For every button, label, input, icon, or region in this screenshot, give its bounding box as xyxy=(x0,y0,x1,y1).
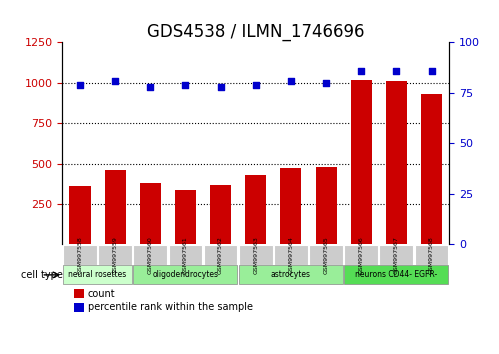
FancyBboxPatch shape xyxy=(98,245,132,264)
Point xyxy=(287,78,295,84)
Bar xyxy=(69,186,90,244)
Bar xyxy=(210,185,231,244)
Bar xyxy=(140,183,161,244)
Text: GSM997568: GSM997568 xyxy=(429,236,434,274)
Point xyxy=(251,82,259,88)
Text: GSM997566: GSM997566 xyxy=(359,236,364,274)
Bar xyxy=(386,81,407,244)
FancyBboxPatch shape xyxy=(344,266,449,284)
Text: GSM997560: GSM997560 xyxy=(148,236,153,274)
Point xyxy=(76,82,84,88)
Text: GSM997563: GSM997563 xyxy=(253,236,258,274)
Point xyxy=(357,68,365,74)
Text: oligodendrocytes: oligodendrocytes xyxy=(152,270,219,279)
Text: count: count xyxy=(87,289,115,299)
Bar xyxy=(280,169,301,244)
Text: GSM997562: GSM997562 xyxy=(218,236,223,274)
FancyBboxPatch shape xyxy=(133,266,238,284)
Text: GSM997559: GSM997559 xyxy=(113,236,118,274)
Bar xyxy=(421,94,442,244)
Bar xyxy=(74,289,84,298)
Title: GDS4538 / ILMN_1746696: GDS4538 / ILMN_1746696 xyxy=(147,23,364,41)
Text: GSM997561: GSM997561 xyxy=(183,236,188,274)
FancyBboxPatch shape xyxy=(63,245,97,264)
Point xyxy=(428,68,436,74)
FancyBboxPatch shape xyxy=(204,245,238,264)
Text: neural rosettes: neural rosettes xyxy=(68,270,127,279)
Text: GSM997567: GSM997567 xyxy=(394,236,399,274)
Bar xyxy=(74,303,84,312)
FancyBboxPatch shape xyxy=(344,245,378,264)
Text: GSM997564: GSM997564 xyxy=(288,236,293,274)
FancyBboxPatch shape xyxy=(415,245,449,264)
Text: GSM997565: GSM997565 xyxy=(323,236,328,274)
Text: neurons CD44- EGFR-: neurons CD44- EGFR- xyxy=(355,270,438,279)
Point xyxy=(322,80,330,86)
FancyBboxPatch shape xyxy=(239,266,343,284)
FancyBboxPatch shape xyxy=(379,245,413,264)
Point xyxy=(111,78,119,84)
Point xyxy=(217,84,225,90)
Bar xyxy=(175,190,196,244)
Point xyxy=(182,82,190,88)
Bar xyxy=(105,170,126,244)
FancyBboxPatch shape xyxy=(274,245,308,264)
Bar xyxy=(315,167,337,244)
FancyBboxPatch shape xyxy=(169,245,202,264)
Text: GSM997558: GSM997558 xyxy=(77,236,82,274)
FancyBboxPatch shape xyxy=(309,245,343,264)
Text: cell type: cell type xyxy=(21,270,63,280)
Text: percentile rank within the sample: percentile rank within the sample xyxy=(87,302,252,313)
FancyBboxPatch shape xyxy=(133,245,167,264)
Point xyxy=(392,68,400,74)
FancyBboxPatch shape xyxy=(239,245,272,264)
Text: astrocytes: astrocytes xyxy=(271,270,311,279)
Bar xyxy=(351,80,372,244)
FancyBboxPatch shape xyxy=(63,266,132,284)
Bar xyxy=(245,175,266,244)
Point xyxy=(146,84,154,90)
